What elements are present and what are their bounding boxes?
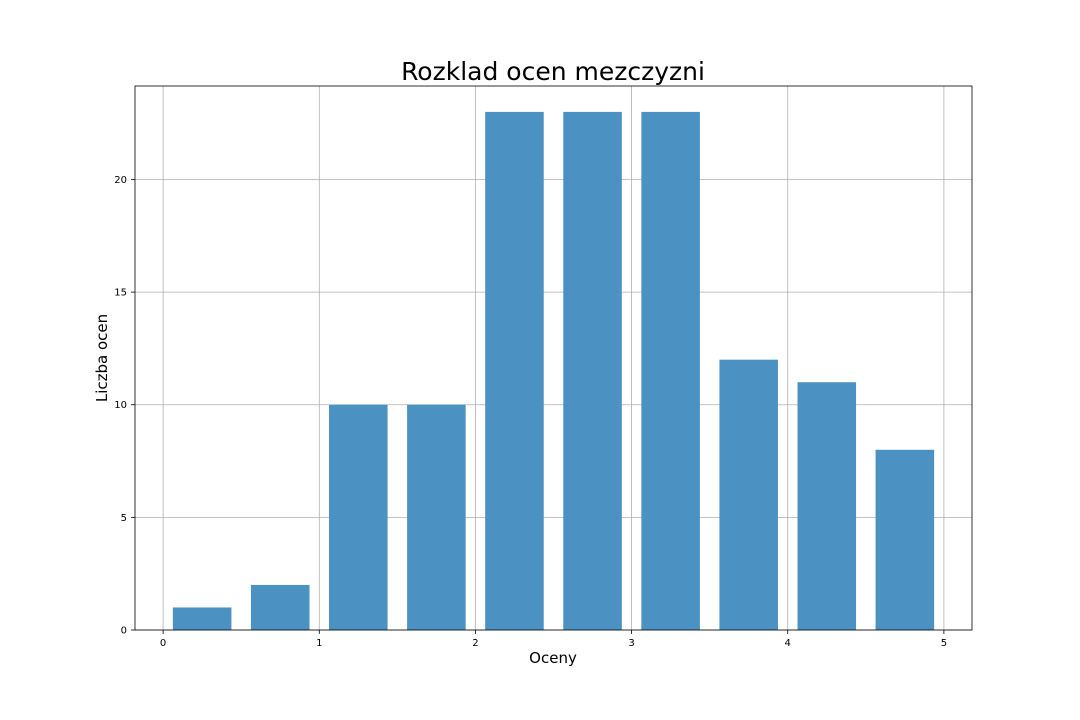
ticks: 0 1 2 3 4 5 0 5 10 15 20 bbox=[114, 175, 947, 649]
histogram-bar bbox=[250, 584, 310, 630]
y-tick-label: 10 bbox=[114, 400, 127, 411]
x-tick-label: 2 bbox=[472, 638, 478, 649]
x-tick-label: 1 bbox=[316, 638, 322, 649]
x-tick-label: 0 bbox=[160, 638, 166, 649]
histogram-bar bbox=[329, 404, 388, 630]
chart-title: Rozklad ocen mezczyzni bbox=[401, 57, 705, 86]
histogram-bar bbox=[719, 359, 778, 630]
x-tick-label: 5 bbox=[941, 638, 947, 649]
histogram-bar bbox=[875, 449, 935, 630]
y-tick-label: 0 bbox=[121, 626, 127, 637]
bars bbox=[172, 111, 935, 630]
y-tick-label: 20 bbox=[114, 175, 127, 186]
y-tick-label: 5 bbox=[121, 513, 127, 524]
histogram-bar bbox=[485, 111, 544, 630]
histogram-bar bbox=[563, 111, 622, 630]
x-axis-label: Oceny bbox=[529, 649, 577, 667]
y-tick-label: 15 bbox=[114, 288, 127, 299]
x-tick-label: 3 bbox=[628, 638, 634, 649]
histogram-bar bbox=[641, 111, 700, 630]
x-tick-label: 4 bbox=[785, 638, 791, 649]
histogram-bar bbox=[407, 404, 466, 630]
histogram-bar bbox=[797, 382, 857, 630]
histogram-bar bbox=[172, 607, 232, 630]
y-axis-label: Liczba ocen bbox=[93, 314, 111, 402]
plot-frame bbox=[134, 85, 973, 631]
